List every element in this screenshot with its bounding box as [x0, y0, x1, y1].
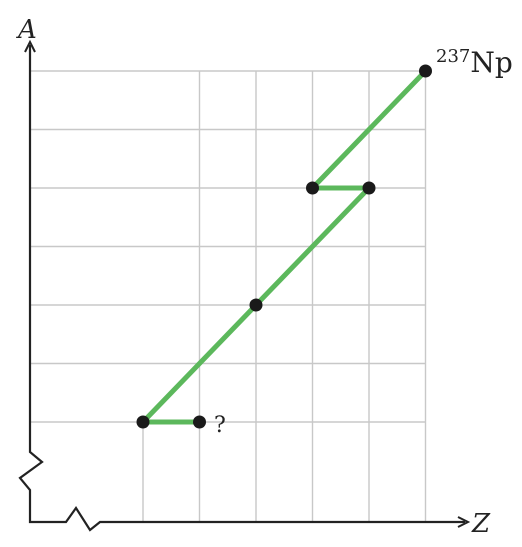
x-axis-arrowhead	[457, 516, 471, 528]
isotope-point	[193, 415, 206, 429]
y-axis-label: A	[16, 15, 37, 45]
grid	[30, 70, 427, 522]
decay-step-segment	[310, 68, 428, 191]
isotope-point	[249, 298, 263, 312]
decay-step-segment	[140, 302, 259, 425]
y-axis-arrowhead	[24, 39, 36, 53]
x-axis-label: Z	[471, 509, 491, 539]
isotope-point	[362, 181, 376, 195]
decay-chain	[136, 64, 432, 429]
isotope-symbol: Np	[470, 46, 512, 79]
isotope-point	[136, 415, 150, 429]
unknown-isotope-marker: ?	[214, 413, 226, 438]
isotope-point	[419, 64, 432, 78]
isotope-label: 237Np	[436, 46, 513, 79]
decay-step-segment	[253, 185, 372, 308]
axis-lines	[18, 45, 465, 532]
isotope-point	[306, 181, 319, 195]
isotope-mass-number: 237	[436, 46, 470, 67]
